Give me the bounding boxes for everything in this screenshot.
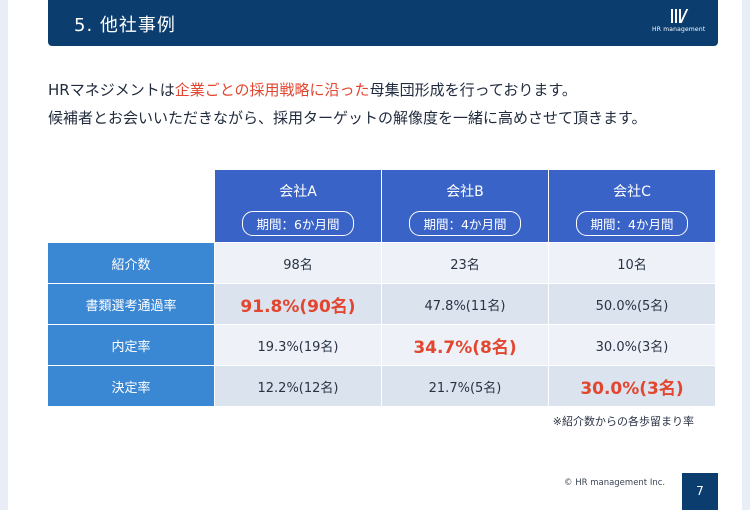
table-cell: 50.0%(5名) xyxy=(548,283,715,324)
table-header-row: 会社A 期間：6か月間 会社B 期間：4か月間 会社C 期間：4か月間 xyxy=(48,170,715,242)
table-cell-highlight: 30.0%(3名) xyxy=(548,365,715,406)
table-cell: 98名 xyxy=(214,242,381,283)
table-cell: 30.0%(3名) xyxy=(548,324,715,365)
table-row: 紹介数 98名 23名 10名 xyxy=(48,242,715,283)
table-row: 内定率 19.3%(19名) 34.7%(8名) 30.0%(3名) xyxy=(48,324,715,365)
column-name: 会社A xyxy=(279,184,317,200)
column-name: 会社B xyxy=(446,184,484,200)
header-bar: 5. 他社事例 HR management xyxy=(48,0,718,46)
logo-text: HR management xyxy=(652,26,706,33)
column-header-company-a: 会社A 期間：6か月間 xyxy=(214,170,381,242)
table-cell: 23名 xyxy=(381,242,548,283)
table-row: 決定率 12.2%(12名) 21.7%(5名) 30.0%(3名) xyxy=(48,365,715,406)
table-footnote: ※紹介数からの各歩留まり率 xyxy=(552,415,694,428)
table-corner xyxy=(48,170,214,242)
row-header: 書類選考通過率 xyxy=(48,283,214,324)
intro-line-1-before: HRマネジメントは xyxy=(48,81,175,99)
row-header: 内定率 xyxy=(48,324,214,365)
page-number: 7 xyxy=(682,473,718,510)
intro-line-1-accent: 企業ごとの採用戦略に沿った xyxy=(174,81,370,99)
period-badge: 期間：4か月間 xyxy=(408,211,522,236)
period-badge: 期間：6か月間 xyxy=(241,211,355,236)
intro-line-1-after: 母集団形成を行っております。 xyxy=(369,81,577,99)
intro-line-2: 候補者とお会いいただきながら、採用ターゲットの解像度を一緒に高めさせて頂きます。 xyxy=(48,109,647,127)
column-header-company-c: 会社C 期間：4か月間 xyxy=(548,170,715,242)
page-title: 5. 他社事例 xyxy=(74,15,176,36)
row-header: 紹介数 xyxy=(48,242,214,283)
table-row: 書類選考通過率 91.8%(90名) 47.8%(11名) 50.0%(5名) xyxy=(48,283,715,324)
table-cell: 19.3%(19名) xyxy=(214,324,381,365)
copyright: © HR management Inc. xyxy=(564,478,666,488)
case-table: 会社A 期間：6か月間 会社B 期間：4か月間 会社C 期間：4か月間 紹介数 … xyxy=(48,170,715,406)
company-logo: HR management xyxy=(652,9,706,37)
period-badge: 期間：4か月間 xyxy=(575,211,689,236)
row-header: 決定率 xyxy=(48,365,214,406)
column-name: 会社C xyxy=(613,184,651,200)
logo-mark-icon xyxy=(652,9,704,23)
table-cell: 21.7%(5名) xyxy=(381,365,548,406)
table-cell: 12.2%(12名) xyxy=(214,365,381,406)
table-cell: 47.8%(11名) xyxy=(381,283,548,324)
table-cell: 10名 xyxy=(548,242,715,283)
intro-line-1: HRマネジメントは企業ごとの採用戦略に沿った母集団形成を行っております。 xyxy=(48,76,728,104)
table-cell-highlight: 91.8%(90名) xyxy=(214,283,381,324)
table-cell-highlight: 34.7%(8名) xyxy=(381,324,548,365)
intro-text: HRマネジメントは企業ごとの採用戦略に沿った母集団形成を行っております。 候補者… xyxy=(48,76,728,132)
column-header-company-b: 会社B 期間：4か月間 xyxy=(381,170,548,242)
